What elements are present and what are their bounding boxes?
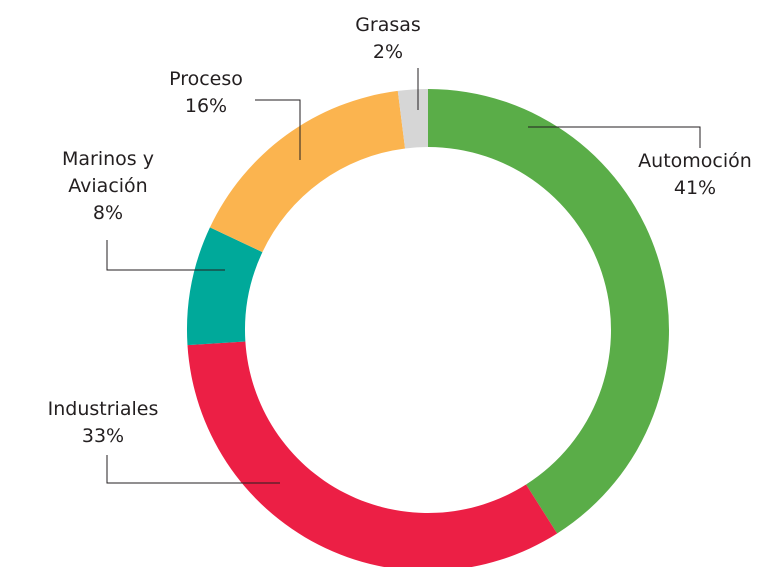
donut-slice bbox=[428, 89, 669, 534]
donut-slice bbox=[209, 90, 406, 253]
category-label: Industriales bbox=[47, 398, 159, 420]
slice-label: Proceso 16% bbox=[169, 66, 243, 120]
donut-slice bbox=[397, 89, 428, 149]
leader-line bbox=[106, 455, 280, 484]
value-label: 33% bbox=[81, 425, 125, 447]
slice-label: Industriales 33% bbox=[48, 396, 159, 450]
slice-label: Marinos y Aviación 8% bbox=[48, 146, 168, 227]
value-label: 41% bbox=[673, 177, 717, 199]
category-label: Proceso bbox=[169, 68, 243, 90]
slice-label: Grasas 2% bbox=[355, 12, 421, 66]
category-label: Grasas bbox=[355, 14, 421, 36]
value-label: 16% bbox=[184, 95, 228, 117]
value-label: 2% bbox=[372, 41, 404, 63]
leader-line bbox=[106, 240, 225, 271]
leader-line bbox=[255, 99, 301, 160]
category-label: Automoción bbox=[638, 150, 752, 172]
donut-slice bbox=[186, 227, 263, 346]
value-label: 8% bbox=[92, 202, 124, 224]
donut-slice bbox=[187, 341, 558, 567]
category-label: Marinos y Aviación bbox=[62, 148, 154, 197]
slice-label: Automoción 41% bbox=[638, 148, 752, 202]
leader-line bbox=[528, 126, 701, 148]
